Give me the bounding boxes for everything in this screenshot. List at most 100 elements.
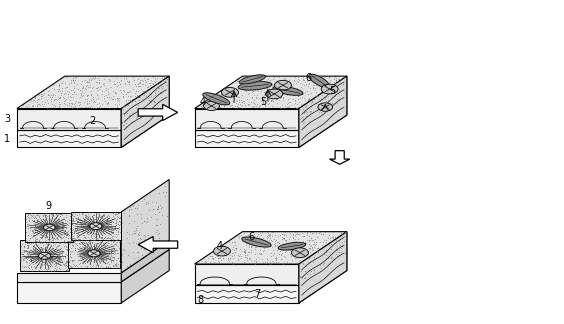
Point [259, 100, 268, 105]
Point [108, 97, 117, 102]
Point [244, 250, 253, 255]
Point [276, 251, 285, 257]
Point [239, 84, 248, 89]
Point [332, 243, 341, 249]
Point [291, 256, 300, 261]
Point [38, 98, 47, 103]
Point [151, 79, 160, 84]
Point [63, 238, 72, 243]
Point [236, 246, 245, 251]
Point [273, 92, 282, 98]
Point [32, 260, 41, 265]
Point [82, 87, 91, 92]
Point [15, 259, 24, 264]
Point [109, 210, 118, 215]
Point [263, 98, 272, 103]
Point [315, 103, 324, 108]
Point [133, 249, 142, 255]
Point [277, 92, 287, 97]
Point [237, 232, 246, 237]
Point [336, 242, 345, 247]
Point [60, 227, 69, 232]
Point [20, 258, 29, 263]
Point [78, 232, 87, 237]
Point [95, 249, 104, 255]
Point [102, 93, 111, 98]
Point [100, 227, 109, 232]
Point [33, 240, 42, 245]
Point [54, 101, 63, 106]
Point [112, 104, 121, 109]
Point [242, 88, 251, 94]
Point [74, 232, 83, 237]
Point [60, 232, 69, 237]
Point [55, 256, 64, 261]
Point [63, 246, 72, 251]
Point [91, 74, 100, 79]
Point [60, 262, 69, 268]
Point [307, 269, 316, 274]
Point [33, 97, 42, 102]
Point [111, 262, 120, 267]
Point [79, 83, 88, 88]
Point [97, 235, 106, 240]
Point [58, 86, 67, 91]
Point [23, 262, 32, 267]
Point [101, 245, 110, 250]
Point [40, 217, 49, 222]
Point [298, 89, 307, 94]
Point [223, 86, 232, 91]
Point [61, 241, 70, 246]
Point [279, 232, 288, 237]
Point [285, 236, 294, 241]
Point [227, 261, 236, 266]
Point [52, 247, 61, 252]
Point [41, 218, 50, 223]
Point [312, 93, 321, 98]
Point [294, 263, 303, 268]
Point [51, 96, 60, 101]
Point [96, 257, 105, 262]
Point [84, 237, 93, 243]
Point [248, 78, 257, 84]
Point [155, 86, 164, 91]
Point [146, 94, 155, 99]
Point [276, 232, 285, 237]
Point [82, 240, 91, 245]
Point [72, 212, 81, 217]
Point [35, 232, 44, 237]
Point [105, 218, 114, 223]
Point [92, 231, 101, 237]
Point [291, 97, 300, 102]
Point [260, 246, 269, 251]
Point [91, 226, 100, 231]
Point [54, 217, 63, 222]
Point [65, 254, 74, 259]
Point [55, 258, 64, 263]
Point [263, 235, 272, 240]
Point [78, 260, 87, 266]
Point [33, 212, 42, 217]
Point [83, 223, 92, 228]
Point [107, 236, 116, 241]
Point [144, 236, 153, 241]
Point [156, 91, 165, 96]
Point [74, 236, 83, 241]
Point [59, 220, 68, 225]
Point [26, 252, 35, 257]
Point [307, 237, 316, 242]
Point [90, 76, 99, 81]
Point [67, 81, 76, 86]
Point [85, 245, 94, 250]
Point [293, 96, 302, 101]
Point [303, 249, 312, 254]
Point [306, 101, 315, 106]
Point [277, 234, 287, 239]
Point [214, 100, 223, 105]
Point [78, 227, 87, 232]
Point [321, 248, 331, 253]
Point [113, 238, 122, 243]
Point [46, 218, 55, 223]
Point [248, 87, 257, 93]
Point [21, 254, 30, 260]
